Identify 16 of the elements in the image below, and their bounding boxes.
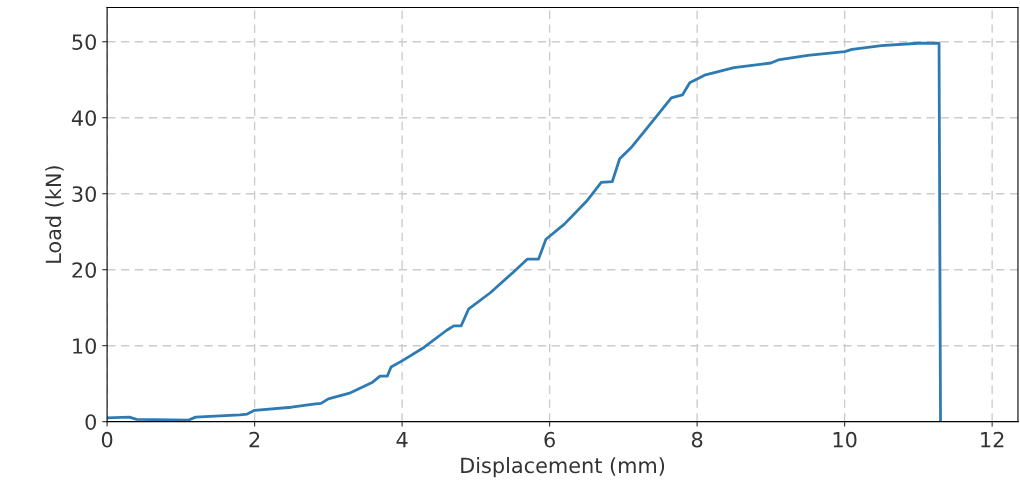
y-tick-label: 30 — [72, 186, 96, 202]
y-axis-title: Load (kN) — [45, 166, 64, 263]
line-series — [107, 41, 942, 422]
y-tick-label: 0 — [85, 414, 96, 430]
y-tick-label: 50 — [72, 34, 96, 50]
x-tick-label: 12 — [981, 431, 1004, 448]
x-axis-title: Displacement (mm) — [461, 457, 665, 478]
x-tick-label: 8 — [691, 431, 703, 448]
x-tick-label: 2 — [249, 431, 260, 448]
x-tick-label: 6 — [544, 431, 555, 448]
y-tick-label: 10 — [73, 338, 96, 354]
y-tick-label: 20 — [72, 262, 96, 278]
x-tick-label: 0 — [101, 431, 113, 448]
x-tick-label: 4 — [396, 432, 408, 448]
x-tick-label: 10 — [833, 431, 857, 448]
y-tick-label: 40 — [71, 110, 96, 126]
